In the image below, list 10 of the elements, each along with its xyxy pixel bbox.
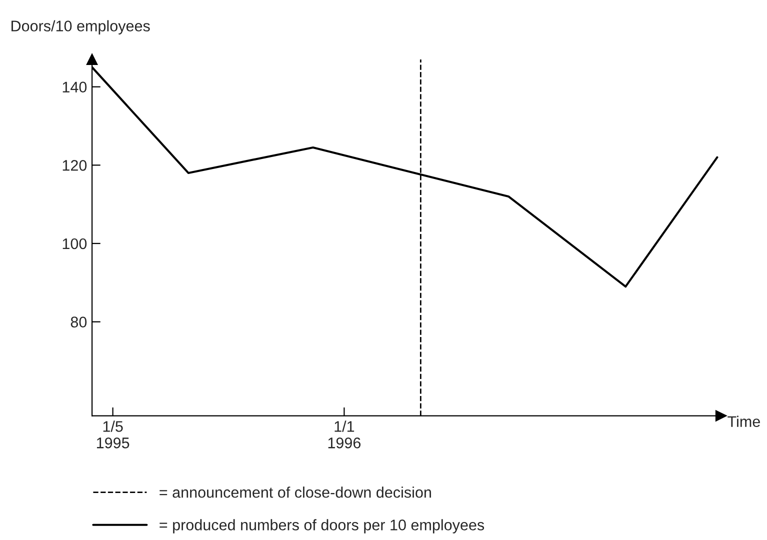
legend-label: = announcement of close-down decision: [160, 486, 431, 498]
y-tick-label: 80: [70, 316, 87, 328]
x-tick-label: 1/1 1996: [328, 420, 361, 448]
y-axis-title: Doors/10 employees: [12, 20, 150, 34]
x-tick-label: 1/5 1995: [96, 420, 130, 448]
legend-label: = produced numbers of doors per 10 employees: [160, 519, 484, 534]
y-tick-label: 100: [62, 238, 87, 250]
x-axis-title: Time: [728, 416, 760, 428]
y-tick-label: 140: [62, 82, 87, 92]
y-tick-label: 120: [62, 160, 87, 171]
